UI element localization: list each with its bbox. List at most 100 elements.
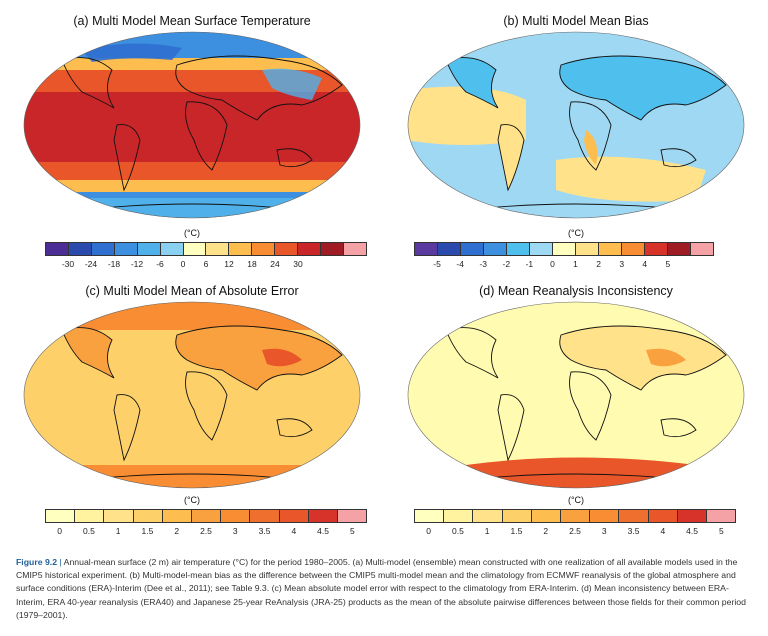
- colorbar-tick-label: 12: [224, 259, 234, 269]
- colorbar-swatch: [162, 510, 192, 522]
- colorbar-swatch: [104, 510, 134, 522]
- colorbar-tick-label: 3.5: [258, 526, 271, 536]
- colorbar-tick-label: 4: [291, 526, 297, 536]
- colorbar-tick-label: -24: [84, 259, 98, 269]
- colorbar-swatch: [502, 510, 532, 522]
- colorbar-swatch: [91, 243, 115, 255]
- panel-d: (d) Mean Reanalysis Inconsistency (°C) 0…: [384, 270, 768, 540]
- colorbar-swatch: [461, 243, 484, 255]
- map-mean-bias: [407, 31, 745, 219]
- caption-text: Annual-mean surface (2 m) air temperatur…: [16, 557, 746, 620]
- colorbar-tick-label: 1.5: [141, 526, 154, 536]
- colorbar-tick-label: -1: [525, 259, 534, 269]
- panel-c: (c) Multi Model Mean of Absolute Error (…: [0, 270, 384, 540]
- colorbar-swatch: [531, 510, 561, 522]
- colorbar-swatch: [484, 243, 507, 255]
- colorbar-ticks: 0 0.5 1 1.5 2 2.5 3 3.5 4 4.5 5: [384, 526, 768, 538]
- colorbar-swatch: [415, 510, 445, 522]
- colorbar-swatch: [619, 510, 649, 522]
- colorbar-tick-label: -3: [479, 259, 487, 269]
- colorbar-swatch: [415, 243, 438, 255]
- panel-title: (c) Multi Model Mean of Absolute Error: [85, 284, 299, 298]
- colorbar-tick-label: 18: [247, 259, 257, 269]
- colorbar-swatch: [560, 510, 591, 522]
- colorbar-tick-label: 3: [601, 526, 607, 536]
- colorbar-tick-label: 1.5: [510, 526, 523, 536]
- colorbar-tick-label: 1: [484, 526, 490, 536]
- colorbar-swatch: [229, 243, 253, 255]
- colorbar-swatch: [206, 243, 230, 255]
- colorbar-tick-label: 30: [293, 259, 303, 269]
- colorbar-tick-label: -6: [156, 259, 164, 269]
- colorbar-swatch: [308, 510, 338, 522]
- colorbar-tick-label: 5: [665, 259, 671, 269]
- colorbar-swatch: [191, 510, 222, 522]
- colorbar-tick-label: 24: [270, 259, 280, 269]
- unit-label: (°C): [567, 228, 585, 238]
- map-reanalysis-inconsistency: [407, 301, 745, 489]
- colorbar-swatch: [706, 510, 736, 522]
- colorbar-tick-label: 0: [180, 259, 186, 269]
- colorbar-swatch: [160, 243, 184, 255]
- colorbar-tick-label: -2: [502, 259, 511, 269]
- colorbar-swatch: [75, 510, 105, 522]
- colorbar-tick-label: 2.5: [200, 526, 212, 536]
- colorbar-swatch: [221, 510, 251, 522]
- colorbar-tick-label: 0: [57, 526, 62, 536]
- panel-title: (b) Multi Model Mean Bias: [503, 14, 649, 28]
- colorbar-swatch: [444, 510, 474, 522]
- colorbar-tick-label: 0: [426, 526, 431, 536]
- colorbar-tick-label: 2.5: [569, 526, 581, 536]
- colorbar-tick-label: 2: [543, 526, 549, 536]
- colorbar-tick-label: 0.5: [451, 526, 464, 536]
- colorbar-tick-label: -18: [107, 259, 121, 269]
- figure-number: Figure 9.2: [16, 557, 58, 567]
- unit-label: (°C): [183, 495, 201, 505]
- caption-separator: |: [57, 557, 64, 567]
- colorbar-tick-label: 3.5: [627, 526, 640, 536]
- colorbar-swatch: [668, 243, 691, 255]
- colorbar-swatch: [183, 243, 207, 255]
- colorbar: [414, 509, 736, 523]
- colorbar-swatch: [691, 243, 713, 255]
- panel-title: (d) Mean Reanalysis Inconsistency: [479, 284, 673, 298]
- colorbar-swatch: [133, 510, 163, 522]
- colorbar-swatch: [46, 243, 69, 255]
- colorbar-swatch: [298, 243, 322, 255]
- colorbar-swatch: [473, 510, 503, 522]
- colorbar: [45, 509, 367, 523]
- colorbar-tick-label: 4: [642, 259, 648, 269]
- colorbar-tick-label: 3: [232, 526, 238, 536]
- colorbar-tick-label: 0.5: [82, 526, 95, 536]
- colorbar-swatch: [46, 510, 76, 522]
- colorbar-ticks: -5 -4 -3 -2 -1 0 1 2 3 4 5: [384, 259, 768, 271]
- colorbar-swatch: [68, 243, 92, 255]
- colorbar-swatch: [321, 243, 344, 255]
- colorbar-tick-label: 2: [174, 526, 180, 536]
- colorbar-tick-label: -30: [61, 259, 75, 269]
- colorbar-swatch: [645, 243, 668, 255]
- colorbar-swatch: [648, 510, 678, 522]
- colorbar-swatch: [599, 243, 622, 255]
- colorbar-tick-label: -5: [433, 259, 441, 269]
- colorbar-swatch: [576, 243, 599, 255]
- colorbar: [45, 242, 367, 256]
- colorbar-swatch: [507, 243, 530, 255]
- colorbar-tick-label: 4.5: [686, 526, 698, 536]
- unit-label: (°C): [567, 495, 585, 505]
- colorbar-swatch: [622, 243, 645, 255]
- colorbar-tick-label: 1: [573, 259, 578, 269]
- colorbar-swatch: [250, 510, 280, 522]
- colorbar-tick-label: 2: [596, 259, 601, 269]
- panel-b: (b) Multi Model Mean Bias (°C) -5 -4 -3 -2 -…: [384, 0, 768, 270]
- colorbar-swatch: [438, 243, 461, 255]
- colorbar-tick-label: 0: [550, 259, 555, 269]
- colorbar-swatch: [114, 243, 138, 255]
- colorbar-swatch: [137, 243, 161, 255]
- colorbar-swatch: [343, 243, 366, 255]
- colorbar-swatch: [279, 510, 309, 522]
- colorbar-tick-label: 4.5: [317, 526, 329, 536]
- panel-title: (a) Multi Model Mean Surface Temperature: [73, 14, 311, 28]
- colorbar-swatch: [530, 243, 553, 255]
- colorbar-tick-label: -4: [456, 259, 464, 269]
